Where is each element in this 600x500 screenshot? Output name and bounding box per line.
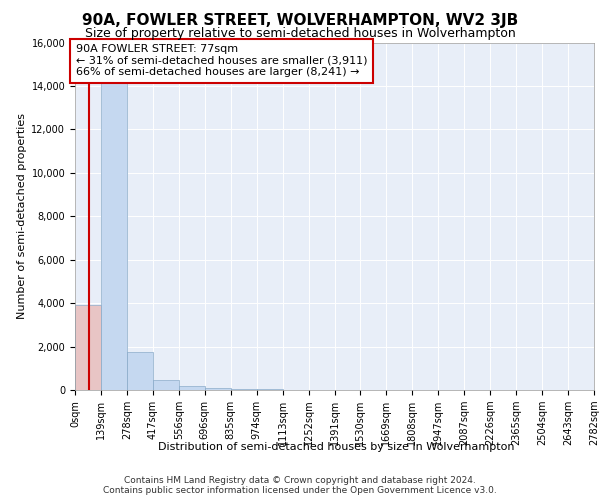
Bar <box>205 388 231 390</box>
Bar <box>75 305 101 390</box>
Bar <box>179 386 205 390</box>
Text: Distribution of semi-detached houses by size in Wolverhampton: Distribution of semi-detached houses by … <box>158 442 514 452</box>
Text: Size of property relative to semi-detached houses in Wolverhampton: Size of property relative to semi-detach… <box>85 28 515 40</box>
Bar <box>231 389 257 390</box>
Text: 90A, FOWLER STREET, WOLVERHAMPTON, WV2 3JB: 90A, FOWLER STREET, WOLVERHAMPTON, WV2 3… <box>82 12 518 28</box>
Bar <box>127 352 153 390</box>
Text: Contains HM Land Registry data © Crown copyright and database right 2024.
Contai: Contains HM Land Registry data © Crown c… <box>103 476 497 495</box>
Bar <box>101 68 127 390</box>
Text: 90A FOWLER STREET: 77sqm
← 31% of semi-detached houses are smaller (3,911)
66% o: 90A FOWLER STREET: 77sqm ← 31% of semi-d… <box>76 44 368 78</box>
Y-axis label: Number of semi-detached properties: Number of semi-detached properties <box>17 114 27 320</box>
Bar <box>153 380 179 390</box>
Bar <box>257 389 283 390</box>
